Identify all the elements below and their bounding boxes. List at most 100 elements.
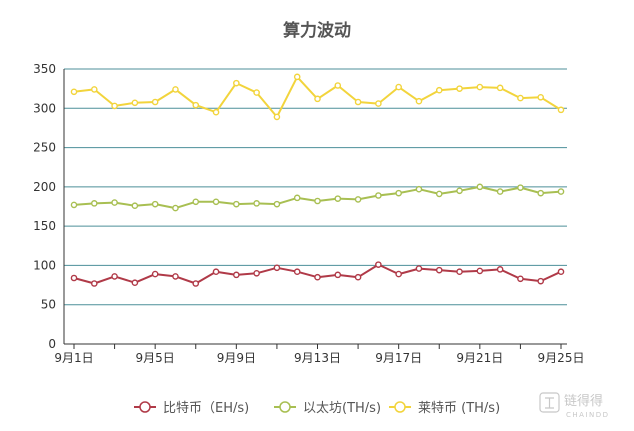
data-point [354,196,362,203]
data-point [354,98,362,106]
data-point [111,273,118,280]
data-point [151,270,159,278]
data-point [233,271,240,279]
data-point [314,95,321,103]
data-point [496,266,504,273]
x-tick-label: 9月21日 [456,351,503,365]
data-point [476,183,484,191]
data-point [172,273,179,280]
data-point [111,199,118,206]
x-tick-label: 9月17日 [375,351,422,365]
data-point [192,198,200,206]
data-point [557,188,565,195]
legend-label: 莱特币 (TH/s) [418,401,500,416]
y-tick-label: 200 [33,180,56,194]
data-point [415,265,423,272]
data-point [334,271,342,279]
data-point [253,89,260,96]
legend-label: 以太坊(TH/s) [303,401,381,416]
watermark-sub-text: CHAINDD [566,411,610,419]
x-tick-label: 9月1日 [54,351,93,365]
data-point [395,270,402,278]
data-point [131,202,139,210]
data-point [172,204,179,212]
data-point [90,86,98,93]
y-tick-label: 300 [33,101,56,115]
data-point [70,201,78,209]
data-point [456,268,463,276]
data-point [496,84,504,92]
watermark-icon [539,392,560,413]
y-tick-label: 350 [33,62,56,76]
data-point [273,264,281,272]
data-point [375,192,382,199]
data-point [354,273,362,281]
y-tick-label: 0 [48,337,56,351]
data-point [70,274,78,282]
data-point [90,280,98,287]
data-point [375,100,382,107]
data-point [192,101,200,109]
data-point [334,82,342,89]
data-point [496,188,504,195]
data-point [273,200,281,208]
data-point [435,266,443,274]
data-point [253,269,260,277]
data-point [334,195,342,202]
legend-marker-icon [394,401,406,413]
x-tick-label: 9月25日 [538,351,585,365]
watermark-icon-glyph [545,397,554,409]
data-point [70,88,78,96]
y-tick-label: 150 [33,219,56,233]
legend-marker-icon [139,401,151,413]
data-point [395,189,402,197]
data-point [253,200,260,207]
data-point [314,273,321,281]
watermark-logo: 链得得 CHAINDD [539,392,610,419]
data-point [293,194,301,202]
x-tick-label: 9月9日 [217,351,256,365]
legend-item-2[interactable]: 莱特币 (TH/s) [389,401,500,416]
data-point [517,184,524,191]
data-point [415,185,423,193]
x-tick-label: 9月5日 [136,351,175,365]
data-point [172,86,179,93]
y-tick-label: 250 [33,141,56,155]
data-point [537,277,545,285]
data-point [435,86,443,94]
series-line-1 [73,185,562,210]
data-point [314,197,321,205]
data-point [517,275,524,283]
data-point [476,267,484,275]
data-point [273,113,281,121]
data-point [476,83,484,91]
data-point [90,200,98,207]
legend-item-1[interactable]: 以太坊(TH/s) [274,401,381,416]
data-point [293,268,301,276]
data-point [415,97,423,105]
data-point [151,98,159,106]
data-point [435,190,443,198]
legend-item-0[interactable]: 比特币（EH/s) [134,401,249,416]
data-point [557,106,565,114]
data-point [192,280,200,287]
data-point [375,261,382,268]
y-tick-label: 100 [33,258,56,272]
legend-label: 比特币（EH/s) [163,401,249,416]
legend-marker-icon [279,401,291,413]
data-point [395,83,402,91]
data-point [212,268,220,276]
watermark-main-text: 链得得 [564,393,603,409]
x-tick-label: 9月13日 [294,351,341,365]
data-point [233,79,240,87]
data-point [233,200,240,208]
legend[interactable]: 比特币（EH/s) 以太坊(TH/s) 莱特币 (TH/s) [134,401,500,416]
series-lines [70,73,565,287]
data-point [456,187,463,195]
y-tick-label: 50 [41,298,56,312]
data-point [111,102,118,110]
data-point [151,200,159,208]
axes: 0 50 100 150 200 250 300 350 9月1日 9月5日 9月9日 9月13日 9月… [33,62,584,365]
